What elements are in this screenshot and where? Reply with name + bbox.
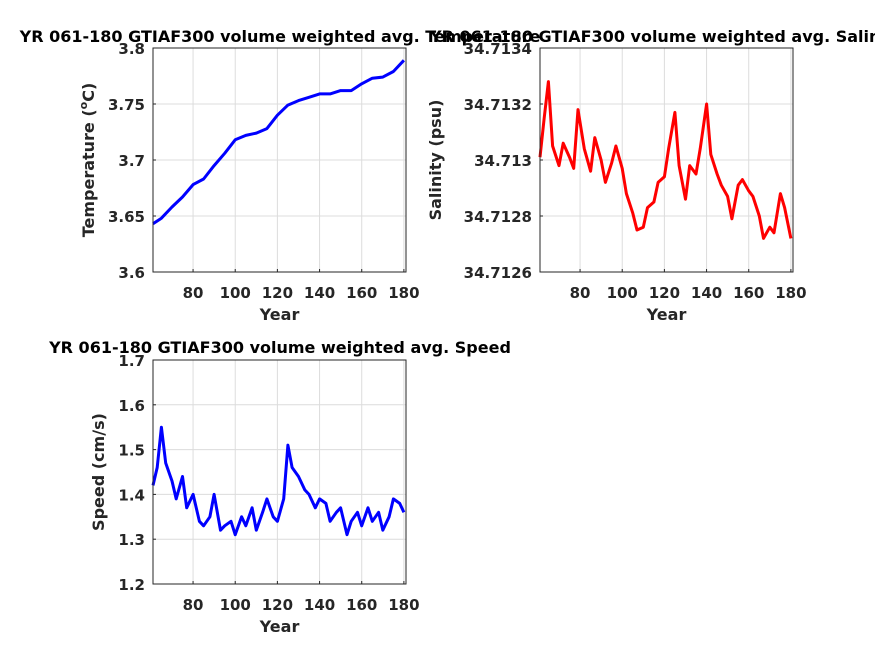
y-axis-label: Temperature (oC) <box>77 83 98 238</box>
y-tick-label: 34.7132 <box>464 96 532 114</box>
y-axis-label-part: C) <box>79 83 98 102</box>
y-tick-label: 3.8 <box>118 40 145 58</box>
axes-frame <box>152 359 407 585</box>
x-tick-label: 120 <box>649 284 680 302</box>
x-axis-label: Year <box>646 305 687 324</box>
y-axis-label-part: Temperature ( <box>79 109 98 237</box>
series-line <box>538 80 793 240</box>
chart-1: 80 100 120 140 160 180 3.6 3.65 3.7 3.75 3.8 Year Te… <box>19 27 541 324</box>
x-tick-label: 160 <box>346 284 377 302</box>
x-tick-label: 180 <box>775 284 806 302</box>
x-tick-label: 100 <box>220 596 251 614</box>
chart-title: YR 061-180 GTIAF300 volume weighted avg.… <box>429 27 875 46</box>
x-axis-label: Year <box>259 617 300 636</box>
x-axis-label: Year <box>259 305 300 324</box>
y-tick-label: 34.7128 <box>464 208 532 226</box>
y-tick-label: 1.2 <box>118 576 145 594</box>
x-tick-label: 80 <box>183 596 204 614</box>
degree-superscript: o <box>77 101 90 109</box>
y-tick-label: 1.4 <box>118 486 145 504</box>
y-axis-label: Speed (cm/s) <box>89 413 108 531</box>
y-tick-label: 34.7126 <box>464 264 532 282</box>
y-tick-label: 1.5 <box>118 442 145 460</box>
x-tick-label: 140 <box>304 596 335 614</box>
x-tick-label: 160 <box>346 596 377 614</box>
x-tick-label: 100 <box>220 284 251 302</box>
y-tick-label: 1.7 <box>118 352 145 370</box>
y-tick-label: 34.713 <box>474 152 532 170</box>
x-tick-label: 80 <box>183 284 204 302</box>
y-tick-label: 34.7134 <box>464 40 532 58</box>
y-tick-label: 3.75 <box>108 96 145 114</box>
x-tick-label: 180 <box>388 596 419 614</box>
x-tick-label: 140 <box>304 284 335 302</box>
y-tick-label: 1.6 <box>118 397 145 415</box>
series-line <box>152 59 405 226</box>
x-tick-label: 140 <box>691 284 722 302</box>
y-tick-label: 3.7 <box>118 152 145 170</box>
x-tick-label: 180 <box>388 284 419 302</box>
chart-2: 80 100 120 140 160 180 34.7126 34.7128 34.713 34.… <box>426 27 875 324</box>
x-tick-label: 120 <box>262 284 293 302</box>
x-tick-label: 120 <box>262 596 293 614</box>
y-tick-label: 3.6 <box>118 264 145 282</box>
x-tick-label: 100 <box>607 284 638 302</box>
chart-title: YR 061-180 GTIAF300 volume weighted avg.… <box>19 27 541 46</box>
chart-title: YR 061-180 GTIAF300 volume weighted avg.… <box>48 338 511 357</box>
y-axis-label: Salinity (psu) <box>426 100 445 221</box>
plot-area <box>153 360 406 584</box>
x-tick-label: 160 <box>733 284 764 302</box>
chart-3: 80 100 120 140 160 180 1.2 1.3 1.4 1.5 1.6 1.7 Year S… <box>48 338 511 636</box>
series-line <box>151 425 406 537</box>
y-tick-label: 1.3 <box>118 531 145 549</box>
y-tick-label: 3.65 <box>108 208 145 226</box>
x-tick-label: 80 <box>570 284 591 302</box>
